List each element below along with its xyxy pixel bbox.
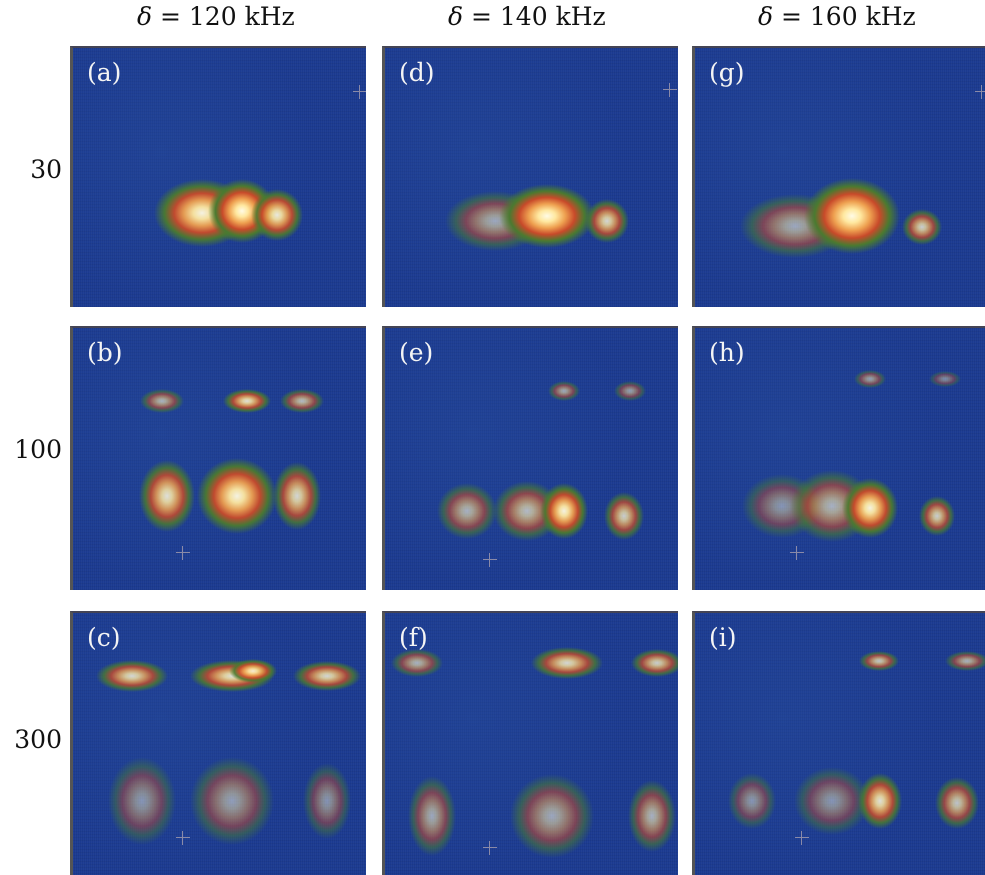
atom-cloud [197, 458, 277, 534]
atom-cloud [510, 774, 594, 858]
panel-label: (i) [709, 623, 737, 652]
atom-cloud [408, 776, 456, 856]
atom-cloud [190, 757, 274, 845]
atom-cloud [531, 647, 603, 679]
atom-cloud [96, 660, 168, 692]
atom-cloud [540, 483, 588, 539]
row-label-1: 30 [30, 155, 62, 184]
atom-cloud [842, 478, 898, 538]
crosshair-marker [975, 85, 985, 99]
image-panel-d: (d) [382, 46, 678, 307]
atom-cloud [280, 389, 324, 413]
equals: = [463, 2, 500, 31]
atom-cloud [223, 389, 271, 413]
image-panel-a: (a) [70, 46, 366, 307]
column-header-3: δ = 160 kHz [758, 2, 916, 31]
crosshair-marker [483, 553, 497, 567]
atom-cloud [499, 184, 595, 248]
atom-cloud [628, 780, 676, 852]
equals: = [773, 2, 810, 31]
atom-cloud [585, 199, 629, 243]
column-header-2: δ = 140 kHz [448, 2, 606, 31]
atom-cloud [273, 462, 321, 530]
crosshair-marker [176, 546, 190, 560]
atom-cloud [604, 492, 644, 540]
panel-label: (g) [709, 58, 745, 87]
crosshair-marker [176, 831, 190, 845]
unit: kHz [547, 2, 606, 31]
image-panel-g: (g) [692, 46, 985, 307]
panel-label: (h) [709, 338, 745, 367]
atom-cloud [804, 178, 900, 254]
atom-cloud [902, 209, 942, 245]
crosshair-marker [353, 85, 366, 99]
atom-cloud [858, 773, 902, 829]
atom-cloud [935, 777, 979, 829]
atom-cloud [548, 381, 580, 401]
unit: kHz [236, 2, 295, 31]
row-label-3: 300 [14, 725, 62, 754]
panel-label: (b) [87, 338, 123, 367]
atom-cloud [945, 651, 985, 671]
atom-cloud [108, 757, 176, 845]
atom-cloud [293, 661, 361, 691]
crosshair-marker [795, 831, 809, 845]
detuning-value: 160 [809, 2, 858, 31]
detuning-value: 140 [499, 2, 548, 31]
delta-symbol: δ [448, 2, 464, 31]
image-panel-c: (c) [70, 611, 366, 875]
atom-cloud [437, 483, 497, 539]
panel-label: (f) [399, 623, 428, 652]
atom-cloud [859, 651, 899, 671]
image-panel-i: (i) [692, 611, 985, 875]
panel-label: (a) [87, 58, 122, 87]
equals: = [152, 2, 189, 31]
atom-cloud [303, 763, 351, 839]
atom-cloud [794, 767, 870, 835]
crosshair-marker [790, 546, 804, 560]
image-panel-b: (b) [70, 326, 366, 590]
atom-cloud [614, 381, 646, 401]
atom-cloud [251, 189, 303, 241]
atom-cloud [140, 389, 184, 413]
atom-cloud [728, 773, 776, 829]
image-panel-h: (h) [692, 326, 985, 590]
unit: kHz [857, 2, 916, 31]
crosshair-marker [663, 83, 677, 97]
delta-symbol: δ [137, 2, 153, 31]
detuning-value: 120 [188, 2, 237, 31]
atom-cloud [631, 649, 678, 677]
crosshair-marker [483, 841, 497, 855]
atom-cloud [229, 659, 277, 683]
image-panel-e: (e) [382, 326, 678, 590]
panel-label: (c) [87, 623, 121, 652]
atom-cloud [929, 371, 961, 387]
atom-cloud [854, 370, 886, 388]
column-header-1: δ = 120 kHz [137, 2, 295, 31]
row-label-2: 100 [14, 435, 62, 464]
atom-cloud [391, 649, 443, 677]
panel-label: (d) [399, 58, 435, 87]
delta-symbol: δ [758, 2, 774, 31]
panel-label: (e) [399, 338, 434, 367]
atom-cloud [139, 460, 195, 532]
image-panel-f: (f) [382, 611, 678, 875]
atom-cloud [919, 496, 955, 536]
